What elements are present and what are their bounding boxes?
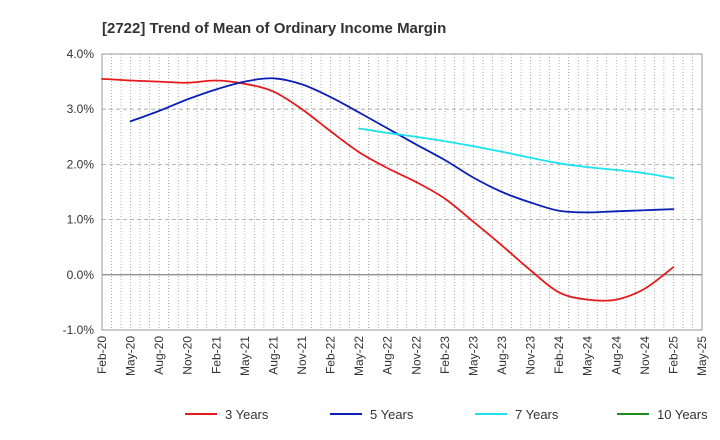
legend-label-10-years: 10 Years (657, 407, 708, 422)
y-axis: 4.0% 3.0% 2.0% 1.0% 0.0% -1.0% (63, 47, 95, 337)
y-tick-label: 2.0% (67, 157, 95, 171)
y-tick-label: 1.0% (67, 213, 95, 227)
plot-frame (101, 53, 703, 331)
series-line-5-years (129, 77, 675, 214)
y-tick-label: -1.0% (63, 323, 95, 337)
legend-label-3-years: 3 Years (225, 407, 269, 422)
x-tick-label: Feb-20 (95, 336, 109, 374)
x-tick-label: Feb-22 (324, 336, 338, 374)
x-tick-label: May-21 (238, 336, 252, 376)
x-tick-label: Feb-21 (209, 336, 223, 374)
x-tick-label: Nov-22 (409, 336, 423, 375)
x-tick-label: Aug-23 (495, 336, 509, 375)
x-tick-label: Feb-24 (552, 336, 566, 374)
x-tick-label: May-22 (352, 336, 366, 376)
x-tick-label: Nov-23 (524, 336, 538, 375)
x-tick-label: Nov-21 (295, 336, 309, 375)
plot-series (101, 77, 675, 302)
x-tick-label: May-25 (695, 336, 709, 376)
x-axis: Feb-20 May-20 Aug-20 Nov-20 Feb-21 May-21 Aug-… (95, 336, 709, 376)
x-tick-label: Aug-21 (266, 336, 280, 375)
chart-title: [2722] Trend of Mean of Ordinary Income … (102, 20, 446, 37)
x-tick-label: Feb-25 (666, 336, 680, 374)
legend-label-5-years: 5 Years (370, 407, 414, 422)
x-tick-label: Aug-20 (152, 336, 166, 375)
x-tick-label: Aug-22 (381, 336, 395, 375)
x-tick-label: May-23 (466, 336, 480, 376)
x-tick-label: Feb-23 (438, 336, 452, 374)
x-tick-label: May-24 (581, 336, 595, 376)
x-tick-label: Nov-24 (638, 336, 652, 375)
x-tick-label: May-20 (124, 336, 138, 376)
y-tick-label: 3.0% (67, 102, 95, 116)
grid (101, 53, 703, 331)
legend-label-7-years: 7 Years (515, 407, 559, 422)
x-tick-label: Nov-20 (181, 336, 195, 375)
legend: 3 Years 5 Years 7 Years 10 Years (185, 407, 708, 422)
y-tick-label: 4.0% (67, 47, 95, 61)
series-line-7-years (358, 127, 675, 180)
x-tick-label: Aug-24 (609, 336, 623, 375)
series-line-3-years (101, 77, 675, 302)
y-tick-label: 0.0% (67, 268, 95, 282)
